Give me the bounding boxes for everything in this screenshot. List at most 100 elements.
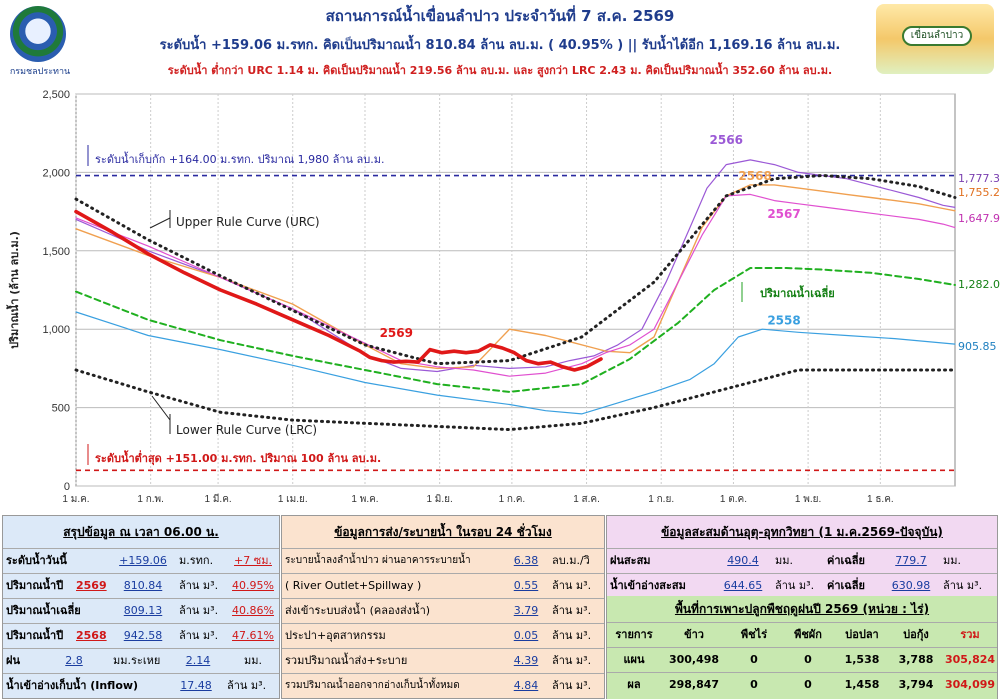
y-tick-label: 2,500 [42,89,70,101]
y-tick-label: 1,500 [42,246,70,258]
x-tick-label: 1 ก.ย. [648,494,674,505]
crop-section: พื้นที่การเพาะปลูกพืชฤดูฝนปี 2569 (หน่วย… [607,596,997,699]
summary-row: ปริมาณน้ำปี 2569 810.84 ล้าน ม³. 40.95% [3,573,279,597]
urc-leader [149,217,171,229]
series-label: 2567 [767,207,800,221]
summary-percent: 40.95% [232,579,274,592]
hydro-row: น้ำเข้าอ่างสะสม 644.65 ล้าน ม³. ค่าเฉลี่… [607,573,997,597]
dam-logo-text: เขื่อนลำปาว [902,26,972,46]
release-unit: ล้าน ม³. [552,679,592,692]
summary-panel: สรุปข้อมูล ณ เวลา 06.00 น. ระดับน้ำวันนี… [2,515,280,699]
summary-value: 942.58 [123,629,163,642]
crop-cell: 304,099 [944,678,996,691]
end-value-2558: 905.85 [958,340,997,353]
x-tick-label: 1 เม.ย. [278,494,308,505]
hydro-title: ข้อมูลสะสมด้านอุตุ-อุทกวิทยา (1 ม.ค.2569… [661,525,943,539]
y-tick-label: 1,000 [42,324,70,336]
x-tick-label: 1 มิ.ย. [426,494,452,505]
release-value: 4.39 [513,654,539,667]
crop-header: บ่อกุ้ง [903,628,929,641]
summary-year: 2568 [76,629,107,642]
reservoir-chart: 0 500 1,000 1,500 2,000 2,500 1 ม.ค. 1 ก.พ. 1 มี… [0,82,1000,514]
series-line [75,311,956,415]
release-label: ระบายน้ำลงลำน้ำปาว ผ่านอาคารระบายน้ำ [285,555,471,566]
x-tick-label: 1 พ.ค. [351,494,378,505]
release-row: ระบายน้ำลงลำน้ำปาว ผ่านอาคารระบายน้ำ 6.3… [282,548,604,572]
max-level-label: ระดับน้ำเก็บกัก +164.00 ม.รทก. ปริมาณ 1,… [95,151,385,166]
lrc-leader [151,395,171,421]
crop-header: รวม [960,628,980,641]
summary-label: ปริมาณน้ำเฉลี่ย [6,604,81,617]
crop-cell: 0 [804,653,812,666]
crop-title: พื้นที่การเพาะปลูกพืชฤดูฝนปี 2569 (หน่วย… [674,602,930,616]
series-line [74,209,603,372]
summary-unit: ม.รทก. [179,554,214,567]
release-label: รวมปริมาณน้ำส่ง+ระบาย [285,654,408,667]
data-tables: สรุปข้อมูล ณ เวลา 06.00 น. ระดับน้ำวันนี… [0,515,1000,699]
crop-cell: 3,788 [898,653,934,666]
summary-percent: 40.86% [232,604,274,617]
release-row: รวมปริมาณน้ำออกจากอ่างเก็บน้ำทั้งหมด 4.8… [282,673,604,697]
release-value: 3.79 [513,604,539,617]
x-tick-label: 1 ก.ค. [499,494,526,505]
end-value-2566: 1,777.39 [958,172,1000,185]
water-level-summary: ระดับน้ำ +159.06 ม.รทก. คิดเป็นปริมาณน้ำ… [159,38,841,53]
release-value: 4.84 [513,679,539,692]
summary-year: 2569 [76,579,107,592]
release-label: ส่งเข้าระบบส่งน้ำ (คลองส่งน้ำ) [285,604,431,617]
rid-logo [10,6,66,62]
release-row: ส่งเข้าระบบส่งน้ำ (คลองส่งน้ำ) 3.79 ล้าน… [282,598,604,622]
crop-cell: 300,498 [668,653,720,666]
crop-cell: 305,824 [944,653,996,666]
hydro-avg-value: 630.98 [891,579,931,592]
crop-cell: 298,847 [668,678,720,691]
lrc-label: Lower Rule Curve (LRC) [176,423,317,437]
x-tick-label: 1 ก.พ. [137,494,164,505]
y-tick-label: 2,000 [42,167,70,179]
summary-percent: 47.61% [232,629,274,642]
crop-cell: 0 [750,678,758,691]
series-line [74,174,957,366]
x-tick-label: 1 ม.ค. [62,494,89,505]
x-tick-label: 1 มี.ค. [204,493,231,505]
crop-cell: 3,794 [898,678,934,691]
crop-header: รายการ [615,628,653,641]
x-tick-label: 1 พ.ย. [795,494,821,505]
evaporation-label: มม.ระเหย [113,654,161,667]
urc-label: Upper Rule Curve (URC) [176,215,320,229]
summary-row: ระดับน้ำวันนี้ +159.06 ม.รทก. +7 ซม. [3,548,279,572]
hydro-avg-label: ค่าเฉลี่ย [827,554,865,567]
crop-row: ผล 298,847 0 0 1,458 3,794 304,099 [607,672,997,696]
end-value-2567: 1,647.93 [958,212,1000,225]
hydro-value: 490.4 [727,554,759,567]
crop-cell: 1,538 [844,653,880,666]
release-unit: ลบ.ม./วิ [552,554,590,567]
end-value-average: 1,282.06 [958,278,1000,291]
summary-row: น้ำเข้าอ่างเก็บน้ำ (Inflow) 17.48 ล้าน ม… [3,673,279,697]
hydro-unit: ล้าน ม³. [775,579,815,592]
release-label: ประปา+อุตสาหกรรม [285,629,386,642]
release-value: 0.05 [513,629,539,642]
summary-change: +7 ซม. [234,554,272,567]
series-line [75,267,956,393]
chart-svg: 0 500 1,000 1,500 2,000 2,500 1 ม.ค. 1 ก.พ. 1 มี… [6,89,1000,505]
summary-value: 810.84 [123,579,163,592]
summary-unit: ล้าน ม³. [179,604,219,617]
series-label: 2569 [380,326,413,340]
x-tick-label: 1 ส.ค. [573,494,600,505]
release-label: ( River Outlet+Spillway ) [285,579,422,592]
evaporation-unit: มม. [244,654,262,667]
hydro-avg-label: ค่าเฉลี่ย [827,579,865,592]
hydro-row: ฝนสะสม 490.4 มม. ค่าเฉลี่ย 779.7 มม. [607,548,997,572]
summary-label: น้ำเข้าอ่างเก็บน้ำ (Inflow) [6,679,139,692]
hydro-value: 644.65 [723,579,763,592]
hydro-panel: ข้อมูลสะสมด้านอุตุ-อุทกวิทยา (1 ม.ค.2569… [606,515,998,699]
crop-header: บ่อปลา [845,628,879,641]
summary-label: ระดับน้ำวันนี้ [6,554,67,567]
crop-cell: ผล [627,678,641,691]
release-panel: ข้อมูลการส่ง/ระบายน้ำ ในรอบ 24 ชั่วโมง ร… [281,515,605,699]
rule-curve-summary: ระดับน้ำ ต่ำกว่า URC 1.14 ม. คิดเป็นปริม… [167,64,833,77]
rid-logo-text: กรมชลประทาน [9,67,71,77]
series-label: 2558 [767,313,800,327]
crop-cell: 0 [804,678,812,691]
